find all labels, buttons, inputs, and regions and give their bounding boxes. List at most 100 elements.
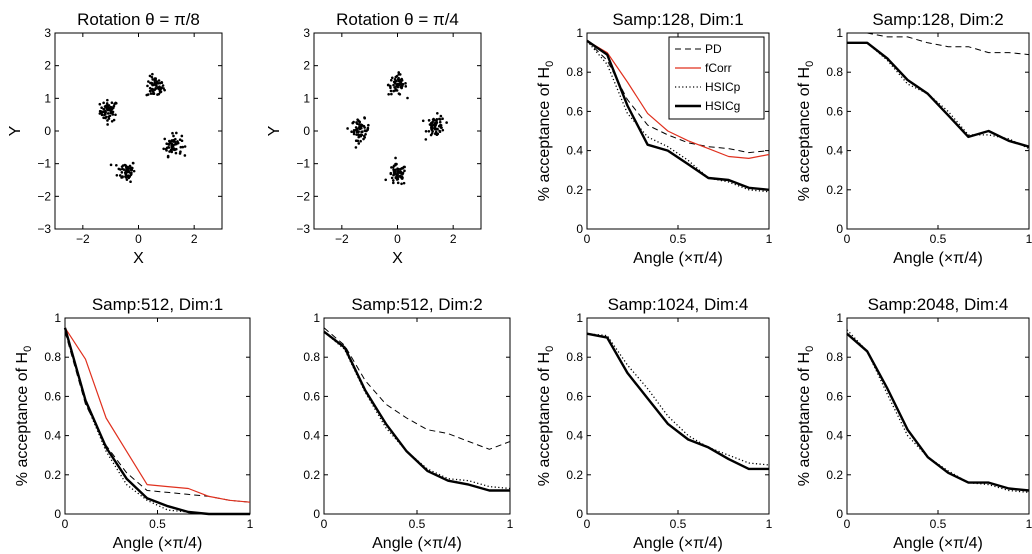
scatter-point [170, 150, 174, 154]
scatter-point [363, 126, 366, 129]
scatter-point [160, 80, 164, 84]
x-axis-label: Angle (×π/4) [633, 250, 723, 267]
x-tick-label: 0 [321, 517, 328, 531]
scatter-point [100, 106, 103, 110]
scatter-point [152, 92, 156, 96]
y-tick-label: 0 [44, 124, 51, 138]
y-axis-label-text: Y [7, 125, 24, 136]
y-tick-label: 1 [576, 311, 583, 325]
scatter-point [104, 104, 108, 108]
chart-title: Rotation θ = π/4 [336, 10, 459, 29]
scatter-point [389, 89, 393, 93]
scatter-point [430, 125, 434, 129]
scatter-point [352, 132, 356, 136]
y-axis-label-text: % acceptance of H [14, 352, 31, 486]
scatter-point [110, 101, 114, 105]
y-tick-label: −3 [296, 222, 310, 236]
series-line-thick [847, 41, 1030, 148]
y-tick-label: 1 [54, 311, 61, 325]
scatter-point [434, 132, 437, 136]
chart-panel-7: Samp:1024, Dim:4 0 0.5 1 0 0.2 0.4 0.6 0.8 1 Angle… [536, 295, 773, 552]
scatter-point [398, 92, 402, 96]
scatter-point [440, 126, 443, 129]
y-tick-label: 0.6 [303, 389, 320, 403]
scatter-point [109, 163, 113, 167]
series-line-hsicp [586, 40, 770, 193]
chart-panel-4: Samp:128, Dim:2 0 0.5 1 0 0.2 0.4 0.6 0.8 1 Angle … [796, 10, 1032, 267]
y-tick-label: 0.2 [44, 468, 61, 482]
scatter-point [175, 131, 178, 135]
scatter-point [434, 122, 438, 125]
scatter-point [127, 169, 130, 173]
scatter-point [389, 86, 392, 90]
scatter-point [396, 173, 399, 176]
x-tick-label: −2 [335, 232, 349, 246]
scatter-point [155, 80, 159, 84]
y-tick-label: 0.4 [566, 429, 583, 443]
scatter-point [106, 98, 109, 102]
cluster-4 [421, 112, 448, 141]
y-axis-label: Y [7, 125, 24, 136]
scatter-point [118, 174, 122, 177]
y-tick-label: −2 [37, 189, 51, 203]
scatter-point [102, 101, 105, 105]
scatter-point [146, 93, 150, 96]
x-axis-label: X [133, 250, 144, 267]
x-axis-label: Angle (×π/4) [893, 535, 983, 552]
x-axis-label: Angle (×π/4) [893, 250, 983, 267]
scatter-point [173, 143, 177, 146]
scatter-point [122, 168, 126, 171]
y-axis-label: % acceptance of H0 [14, 346, 34, 486]
scatter-point [117, 167, 121, 171]
x-tick-label: 1 [1026, 232, 1032, 246]
scatter-point [171, 131, 174, 135]
scatter-point [148, 89, 152, 93]
scatter-point [357, 123, 361, 126]
x-axis-label: Angle (×π/4) [372, 535, 462, 552]
chart-title: Samp:512, Dim:2 [351, 295, 482, 314]
cluster-2 [145, 72, 166, 97]
chart-panel-8: Samp:2048, Dim:4 0 0.5 1 0 0.2 0.4 0.6 0.8 1 Angle… [796, 295, 1032, 552]
scatter-point [167, 145, 170, 149]
series-line-dashed [323, 327, 511, 450]
x-tick-label: 0 [394, 232, 401, 246]
scatter-point [397, 82, 401, 86]
scatter-point [394, 176, 398, 179]
chart-title: Samp:512, Dim:1 [92, 295, 223, 314]
scatter-point [154, 84, 158, 87]
scatter-point [386, 83, 390, 87]
scatter-point [98, 102, 102, 106]
y-tick-label: 0.8 [826, 350, 843, 364]
x-axis-label: Angle (×π/4) [633, 535, 723, 552]
scatter-point [178, 152, 182, 155]
scatter-point [350, 130, 353, 134]
scatter-point [441, 117, 444, 121]
scatter-point [392, 181, 395, 185]
y-tick-label: 0.8 [566, 350, 583, 364]
scatter-point [132, 169, 136, 173]
scatter-point [400, 182, 403, 186]
scatter-point [150, 87, 153, 91]
scatter-point [391, 179, 395, 182]
scatter-point [148, 74, 152, 78]
y-tick-label: 0.2 [566, 183, 583, 197]
scatter-point [156, 93, 159, 96]
scatter-point [115, 173, 119, 177]
scatter-point [432, 123, 435, 127]
series-line-fcorr [586, 40, 770, 159]
series-line-hsicg [586, 39, 770, 191]
scatter-point [439, 114, 443, 118]
plot-area [846, 317, 1030, 515]
scatter-point [436, 112, 439, 115]
scatter-point [354, 146, 358, 149]
scatter-point [394, 75, 398, 79]
scatter-point [438, 130, 442, 133]
scatter-point [358, 120, 361, 124]
y-tick-label: 0.2 [826, 183, 843, 197]
scatter-point [151, 78, 154, 81]
scatter-point [120, 176, 123, 179]
legend-label: PD [705, 42, 722, 56]
plot-area [846, 32, 1030, 230]
scatter-point [430, 121, 434, 125]
x-tick-label: 0 [844, 517, 851, 531]
